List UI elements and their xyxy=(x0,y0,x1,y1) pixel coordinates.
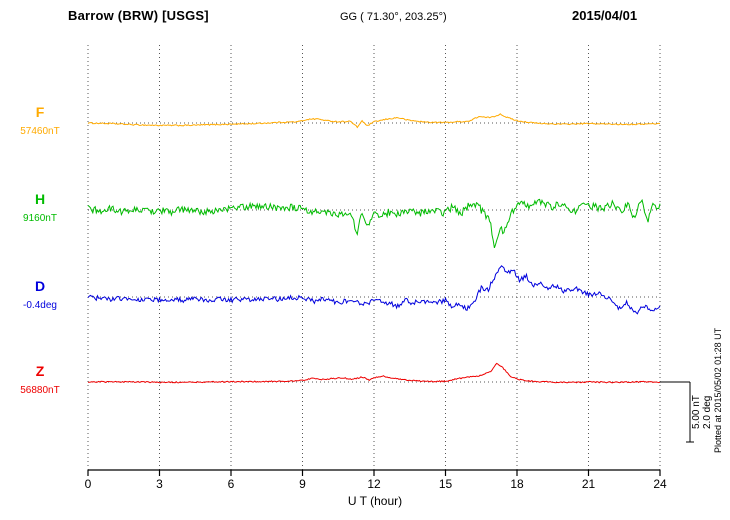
trace-z xyxy=(88,362,661,384)
trace-d xyxy=(87,265,661,315)
scale-bar-deg-label: 2.0 deg xyxy=(702,395,713,429)
x-tick-label: 0 xyxy=(84,477,92,491)
trace-baseline-f: 57460nT xyxy=(20,126,60,137)
x-tick-label: 3 xyxy=(156,477,163,491)
x-tick-label: 9 xyxy=(299,477,306,491)
trace-label-h: H xyxy=(34,191,46,207)
scale-bar-nt-label: 5.00 nT xyxy=(691,395,702,429)
x-tick-label: 6 xyxy=(227,477,235,491)
x-tick-label: 24 xyxy=(653,477,667,491)
trace-label-d: D xyxy=(34,278,46,294)
station-title: Barrow (BRW) [USGS] xyxy=(68,8,209,23)
trace-h xyxy=(87,198,661,249)
trace-baseline-z: 56880nT xyxy=(20,385,60,396)
trace-label-f: F xyxy=(35,104,45,120)
x-tick-label: 18 xyxy=(510,477,524,491)
trace-baseline-h: 9160nT xyxy=(23,213,57,224)
x-tick-label: 21 xyxy=(581,477,596,491)
x-axis-label: U T (hour) xyxy=(347,494,403,508)
trace-baseline-d: -0.4deg xyxy=(23,300,57,311)
plot-date: 2015/04/01 xyxy=(572,8,638,23)
plotted-at-note: Plotted at 2015/05/02 01:28 UT xyxy=(713,327,723,453)
x-tick-label: 12 xyxy=(367,477,381,491)
trace-label-z: Z xyxy=(35,363,45,379)
x-tick-label: 15 xyxy=(438,477,453,491)
geographic-coordinates: GG ( 71.30°, 203.25°) xyxy=(340,11,447,23)
trace-f xyxy=(87,113,661,129)
